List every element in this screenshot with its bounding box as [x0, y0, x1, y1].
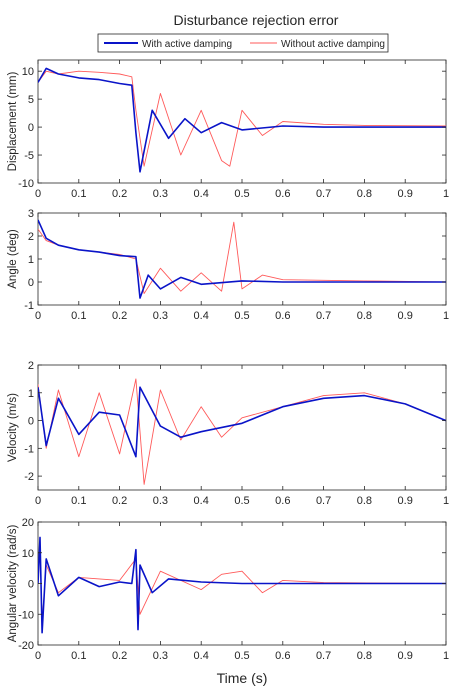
subplot-3: 0 0.1 0.2 0.3 0.4 0.5 0.6 0.7 0.8 0.9 1 -2 -1 0 1 2 Velo…: [7, 360, 449, 507]
series-line-with-damping: [38, 67, 446, 173]
series-group: [38, 219, 446, 299]
y-tick-label: 20: [22, 517, 34, 529]
series-line-with-damping: [38, 386, 446, 458]
y-tick-label: -5: [24, 150, 34, 162]
x-tick-label: 0: [35, 495, 41, 507]
x-tick-label: 0.7: [316, 495, 331, 507]
x-tick-label: 0.6: [275, 188, 290, 200]
y-tick-label: -10: [18, 609, 34, 621]
y-tick-label: 1: [28, 254, 34, 266]
plot-area: [37, 364, 447, 491]
subplot-2: 0 0.1 0.2 0.3 0.4 0.5 0.6 0.7 0.8 0.9 1-10123Angle…: [7, 208, 449, 322]
legend-box: [97, 33, 389, 53]
x-tick-label: 0.1: [71, 650, 86, 662]
plot-area: [37, 212, 447, 306]
x-tick-label: 0: [35, 188, 41, 200]
x-tick-label: 0.2: [112, 650, 127, 662]
y-tick-label: -2: [24, 471, 34, 483]
x-tick-label: 0.4: [194, 650, 209, 662]
x-tick-label: 1: [443, 650, 449, 662]
series-line-without-damping: [38, 378, 446, 485]
y-tick-label: 10: [22, 548, 34, 560]
x-tick-label: 0.5: [234, 495, 249, 507]
x-tick-label: 0.8: [357, 495, 372, 507]
x-tick-label: 0.1: [71, 310, 86, 322]
x-tick-label: 0.5: [234, 650, 249, 662]
x-tick-label: 0.4: [194, 495, 209, 507]
x-axis-label: Time (s): [217, 670, 268, 686]
series-line-without-damping: [38, 70, 446, 167]
x-tick-label: 1: [443, 310, 449, 322]
y-tick-label: 0: [28, 416, 34, 428]
y-tick-label: 0: [28, 122, 34, 134]
x-tick-label: 0.5: [234, 188, 249, 200]
series-line-with-damping: [38, 536, 446, 634]
x-tick-label: 0.3: [153, 188, 168, 200]
series-group: [38, 536, 446, 634]
x-tick-label: 0.3: [153, 495, 168, 507]
y-tick-label: 0: [28, 277, 34, 289]
x-tick-label: 0.9: [398, 310, 413, 322]
legend-label-without-damping: Without active damping: [281, 39, 385, 50]
y-tick-label: -20: [18, 640, 34, 652]
subplot-4: 0 0.1 0.2 0.3 0.4 0.5 0.6 0.7 0.8 0.9 1 -20 -10 0 10 20…: [7, 517, 449, 662]
subplot-1: 0 0.1 0.2 0.3 0.4 0.5 0.6 0.7 0.8 0.9 1 -10 -5 0 5 10Di…: [7, 59, 449, 200]
x-tick-label: 0.1: [71, 188, 86, 200]
x-tick-label: 0: [35, 310, 41, 322]
x-tick-label: 0: [35, 650, 41, 662]
x-tick-label: 0.3: [153, 650, 168, 662]
legend: With active damping Without active dampi…: [97, 33, 389, 53]
x-tick-label: 0.7: [316, 188, 331, 200]
y-tick-label: 2: [28, 231, 34, 243]
x-tick-label: 0.2: [112, 495, 127, 507]
figure-title: Disturbance rejection error: [174, 12, 339, 28]
y-tick-label: -1: [24, 443, 34, 455]
plot-area: [37, 59, 447, 184]
y-tick-label: -10: [18, 178, 34, 190]
x-tick-label: 0.7: [316, 650, 331, 662]
y-axis-label: Velocity (m/s): [7, 393, 19, 462]
x-tick-label: 0.8: [357, 650, 372, 662]
series-group: [38, 67, 446, 173]
y-axis-label: Angle (deg): [7, 229, 19, 289]
x-tick-label: 0.1: [71, 495, 86, 507]
subplots: 0 0.1 0.2 0.3 0.4 0.5 0.6 0.7 0.8 0.9 1-10-50510Di…: [7, 59, 449, 662]
x-tick-label: 0.2: [112, 188, 127, 200]
y-tick-label: 3: [28, 208, 34, 220]
y-tick-label: -1: [24, 300, 34, 312]
x-tick-label: 0.6: [275, 495, 290, 507]
x-tick-label: 0.8: [357, 188, 372, 200]
x-tick-label: 0.3: [153, 310, 168, 322]
y-tick-label: 2: [28, 360, 34, 372]
x-tick-label: 0.4: [194, 310, 209, 322]
x-tick-label: 0.8: [357, 310, 372, 322]
x-tick-label: 1: [443, 188, 449, 200]
series-line-with-damping: [38, 219, 446, 299]
x-tick-label: 0.7: [316, 310, 331, 322]
x-tick-label: 0.9: [398, 495, 413, 507]
x-tick-label: 0.9: [398, 650, 413, 662]
series-group: [38, 378, 446, 485]
y-axis-label: Displacement (mm): [7, 71, 19, 171]
legend-label-with-damping: With active damping: [142, 39, 232, 50]
y-tick-label: 10: [22, 66, 34, 78]
y-axis-label: Angular velocity (rad/s): [7, 525, 19, 643]
y-tick-label: 1: [28, 388, 34, 400]
x-tick-label: 0.6: [275, 310, 290, 322]
x-tick-label: 0.9: [398, 188, 413, 200]
x-tick-label: 0.6: [275, 650, 290, 662]
y-tick-label: 0: [28, 579, 34, 591]
x-tick-label: 0.2: [112, 310, 127, 322]
x-tick-label: 1: [443, 495, 449, 507]
x-tick-label: 0.4: [194, 188, 209, 200]
x-tick-label: 0.5: [234, 310, 249, 322]
y-tick-label: 5: [28, 94, 34, 106]
